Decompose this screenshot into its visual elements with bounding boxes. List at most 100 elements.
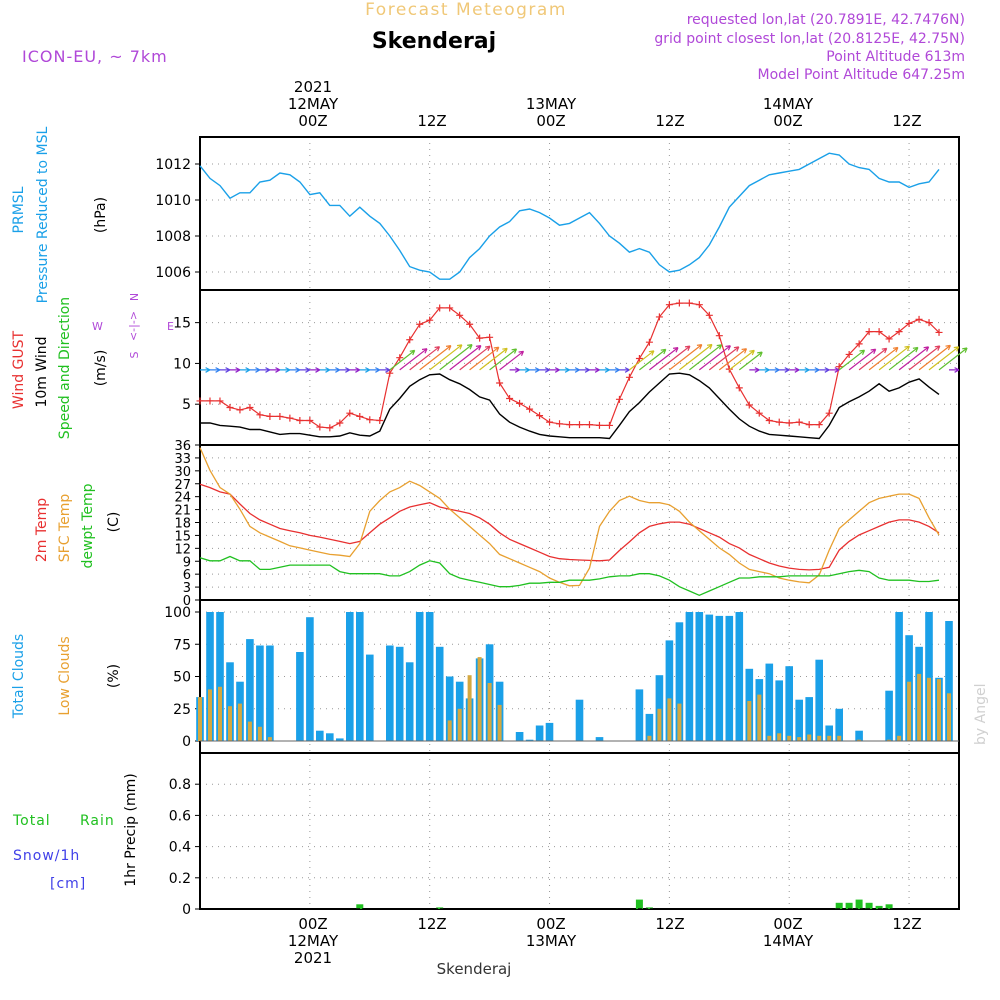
wind-direction-arrow [269,367,281,373]
compass-mid: <-|-> [127,311,140,341]
top-date: 14MAY [763,95,814,113]
top-date: 12MAY [288,95,339,113]
low-cloud-bar [477,657,482,741]
y-tick-label: 1012 [155,157,191,173]
y-tick-label: 0 [182,734,191,750]
total-cloud-bar [575,699,584,741]
low-cloud-bar [757,694,762,741]
y-tick-label: 5 [182,397,191,413]
y-tick-label: 30 [174,465,191,480]
y-tick-label: 0.8 [169,777,191,793]
wind-direction-arrow [569,367,580,373]
total-cloud-bar [356,612,364,741]
pressure-panel: 1006 1008 1010 1012 [155,136,960,291]
low-cloud-bar [247,721,252,741]
requested-coords: requested lon,lat (20.7891E, 42.7476N) [687,12,965,28]
bottom-hour: 12Z [892,915,921,933]
gust-marker [286,414,294,422]
y-tick-label: 33 [174,452,191,467]
total-cloud-bar [405,662,414,741]
wind-direction-arrow [289,367,301,373]
wind-unit: (m/s) [93,350,109,387]
rain-bar [885,904,893,909]
precip-snow-label: Snow/1h [13,848,80,864]
y-tick-label: 1010 [155,193,191,209]
low-cloud-bar [767,735,772,741]
wind-direction-arrow [759,367,770,373]
low-cloud-bar [447,720,452,741]
total-cloud-bar [645,713,654,741]
wind-direction-arrow [749,367,760,373]
gust-marker [785,419,793,427]
total-cloud-bar [246,639,254,741]
wind-direction-arrow [439,344,473,371]
location-title: Skenderaj [372,29,496,54]
time-axis-bottom: 00Z 12MAY 2021 12Z 00Z 13MAY 12Z 00Z 14M… [288,915,922,967]
gust-marker [516,399,524,407]
total-cloud-bar [765,663,774,741]
total-cloud-bar [855,730,863,741]
total-cloud-bar [316,730,324,741]
wind-direction-arrow [409,346,441,371]
wind-direction-arrow [230,367,241,373]
top-hour: 12Z [655,112,684,130]
y-tick-label: 27 [174,478,191,493]
gust-marker [506,395,514,402]
wind-direction-arrow [769,367,780,373]
total-cloud-bar [835,708,843,742]
rain-bar [835,902,843,909]
temp-sfc-label: SFC Temp [57,494,73,563]
top-year: 2021 [294,78,332,96]
y-tick-label: 10 [173,356,191,372]
wind-direction-arrow [789,367,800,373]
total-cloud-bar [685,612,694,741]
wind-direction-arrow [689,344,723,371]
wind-direction-arrow [299,367,311,373]
wind-direction-arrow [369,367,381,373]
temp-2m-line [199,483,940,571]
footer-location: Skenderaj [437,960,512,978]
wind-dir-label: Speed and Direction [57,297,73,439]
precipitation-panel: 0 0.2 0.4 0.6 0.8 [169,752,960,918]
wind-direction-arrow [679,343,713,371]
y-tick-label: 0 [182,902,191,918]
wind-direction-arrow [639,348,667,371]
wind-direction-arrow [499,350,525,371]
low-cloud-bar [677,703,682,741]
wind-direction-arrow [200,367,211,373]
wind-direction-arrow [449,345,482,371]
plot-panels: 1006100810101012510150369121518212427303… [155,136,968,918]
low-cloud-bar [817,735,822,741]
wind-10m-label: 10m Wind [34,336,50,407]
total-cloud-bar [785,666,793,741]
wind-direction-arrow [479,347,508,371]
low-cloud-bar [897,735,902,741]
y-tick-label: 36 [174,439,191,454]
wind-direction-arrow [339,367,351,373]
total-cloud-bar [415,612,424,741]
wind-gust-label: Wind GUST [11,330,27,409]
total-cloud-bar [395,646,404,741]
low-cloud-bar [647,735,652,741]
compass-e: E [167,320,174,333]
top-hour: 12Z [417,112,446,130]
low-cloud-bar [267,737,272,741]
gust-marker [396,354,404,362]
gust-marker [546,418,554,426]
gust-marker [915,315,923,323]
wind-direction-arrow [239,367,251,373]
gust-marker [885,335,893,343]
rain-bar [865,902,873,909]
rain-bar [845,902,853,909]
low-cloud-bar [667,698,672,741]
bottom-date: 14MAY [763,932,814,950]
wind-direction-arrow [619,367,630,373]
gust-marker [456,311,464,319]
gust-marker [585,421,593,429]
wind-direction-arrow [309,367,321,373]
wind-direction-arrow [210,367,221,373]
gust-marker [196,397,204,405]
total-cloud-bar [735,612,744,741]
gust-marker [595,421,603,429]
